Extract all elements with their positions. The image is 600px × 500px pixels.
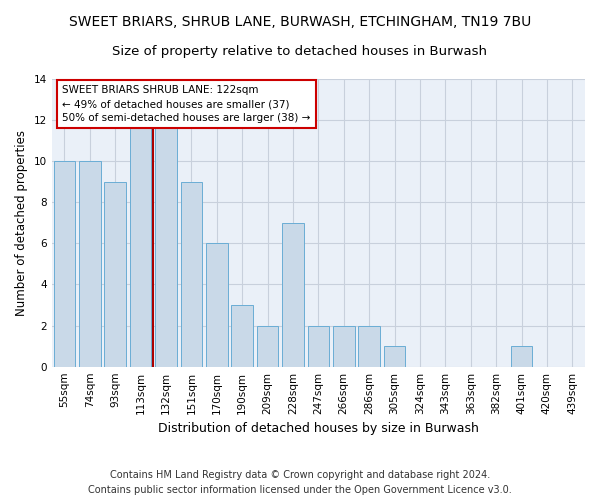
Text: Size of property relative to detached houses in Burwash: Size of property relative to detached ho… — [113, 45, 487, 58]
Bar — [257, 326, 278, 366]
Bar — [308, 326, 329, 366]
Y-axis label: Number of detached properties: Number of detached properties — [15, 130, 28, 316]
Bar — [384, 346, 406, 366]
Bar — [282, 223, 304, 366]
Bar — [181, 182, 202, 366]
Text: SWEET BRIARS SHRUB LANE: 122sqm
← 49% of detached houses are smaller (37)
50% of: SWEET BRIARS SHRUB LANE: 122sqm ← 49% of… — [62, 85, 311, 123]
Bar — [232, 305, 253, 366]
Bar — [104, 182, 126, 366]
Text: Contains public sector information licensed under the Open Government Licence v3: Contains public sector information licen… — [88, 485, 512, 495]
Bar — [511, 346, 532, 366]
Bar — [130, 120, 151, 366]
Bar — [358, 326, 380, 366]
Bar — [79, 161, 101, 366]
Text: SWEET BRIARS, SHRUB LANE, BURWASH, ETCHINGHAM, TN19 7BU: SWEET BRIARS, SHRUB LANE, BURWASH, ETCHI… — [69, 15, 531, 29]
Text: Contains HM Land Registry data © Crown copyright and database right 2024.: Contains HM Land Registry data © Crown c… — [110, 470, 490, 480]
Bar — [206, 244, 227, 366]
Bar — [155, 120, 177, 366]
Bar — [53, 161, 75, 366]
Bar — [333, 326, 355, 366]
X-axis label: Distribution of detached houses by size in Burwash: Distribution of detached houses by size … — [158, 422, 479, 435]
